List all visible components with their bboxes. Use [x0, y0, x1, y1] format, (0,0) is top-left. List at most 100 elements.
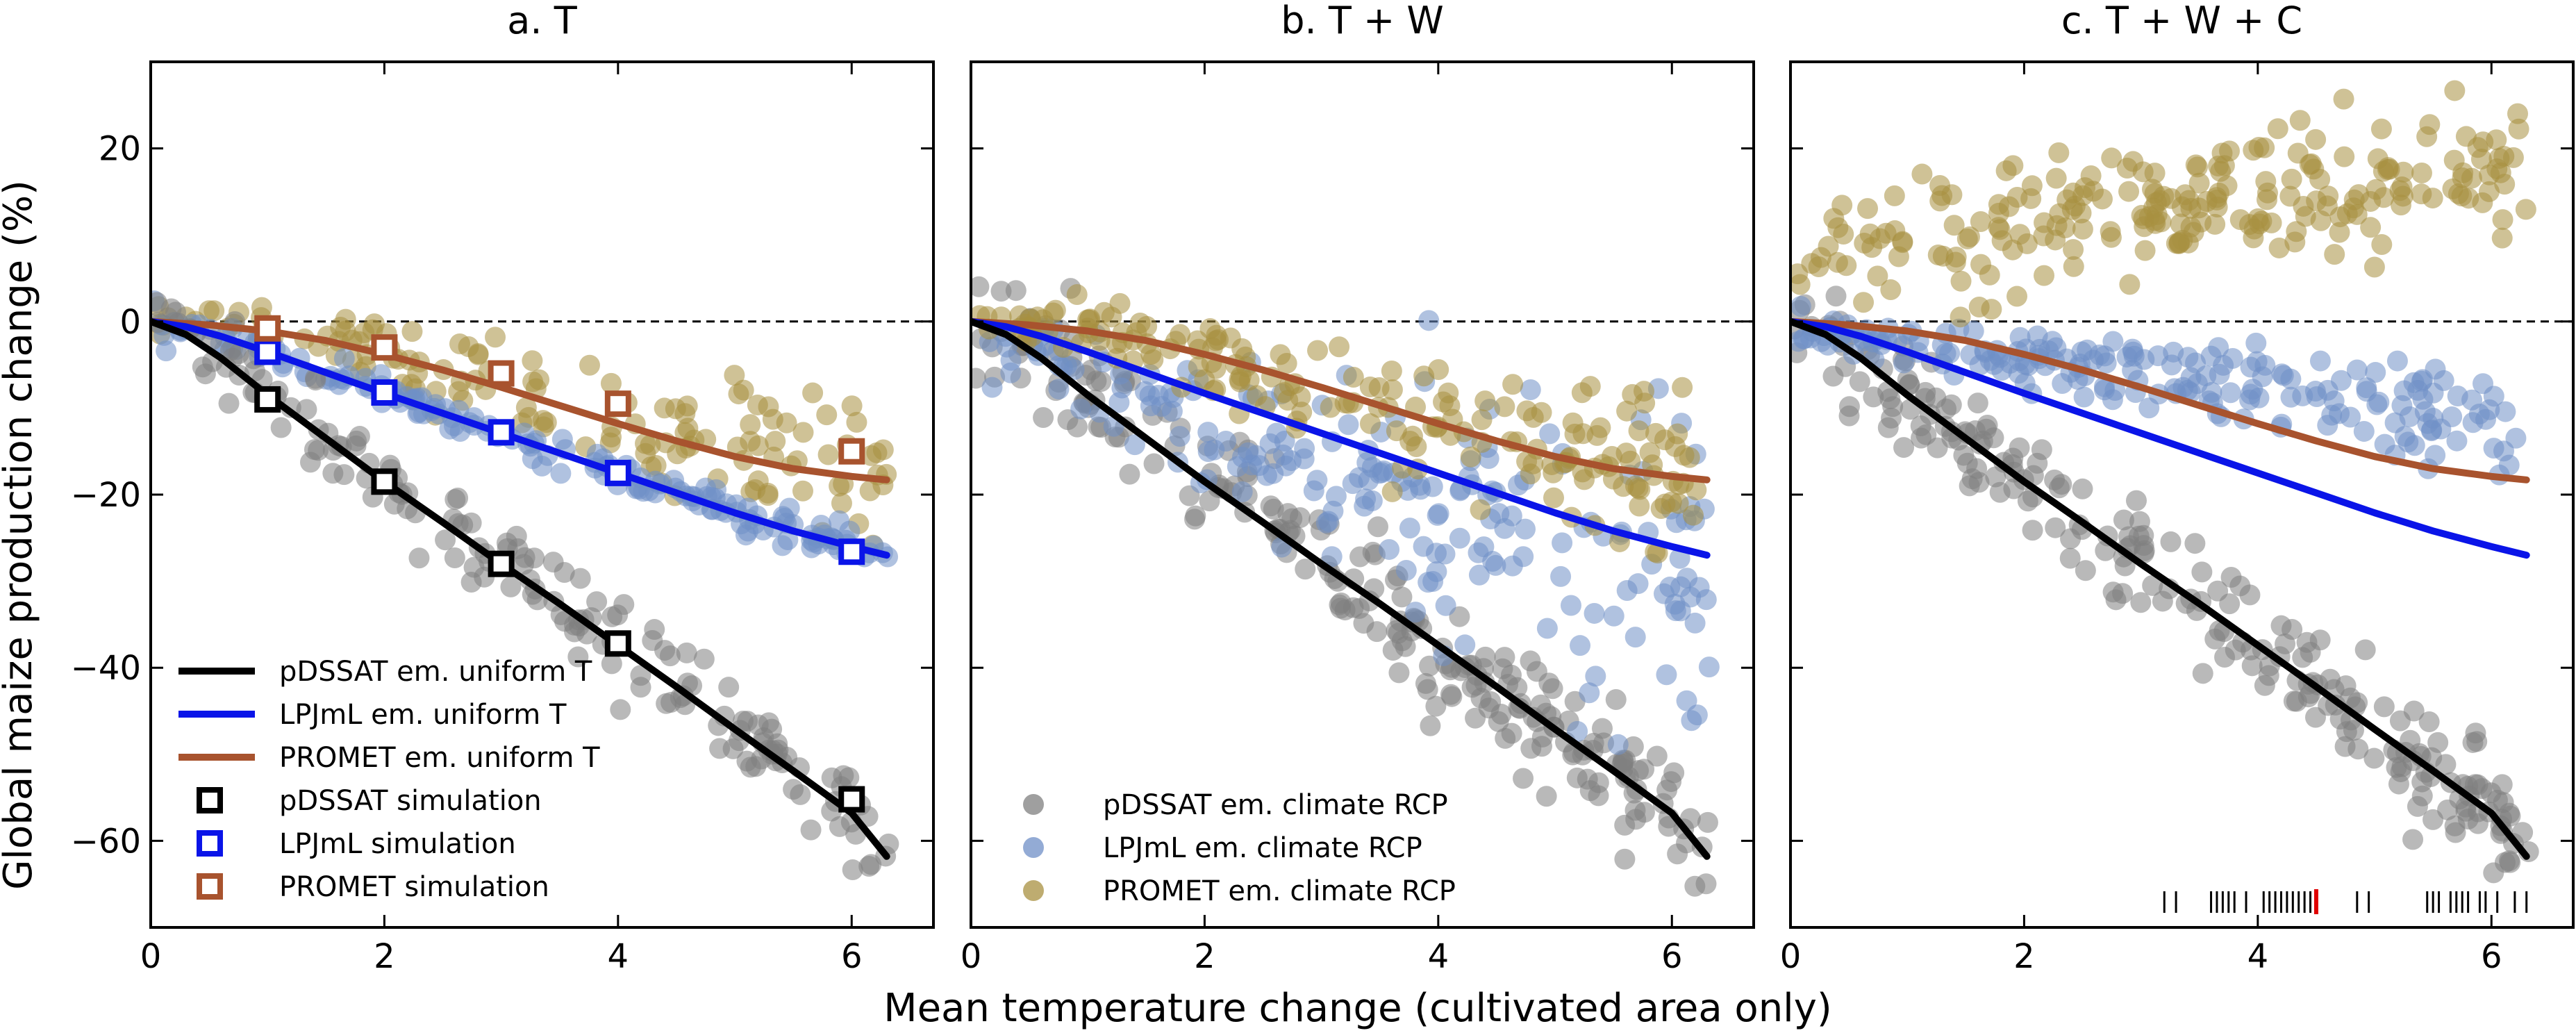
promet-simulation-marker: [838, 438, 865, 465]
promet-em-point: [1590, 417, 1611, 438]
promet-em-point: [2083, 181, 2104, 202]
lpjml-em-point: [1567, 720, 1588, 742]
promet-em-point: [1634, 392, 1656, 414]
promet-em-point: [2360, 217, 2382, 238]
pdssat-em-point: [1679, 808, 1701, 829]
promet-em-point: [449, 333, 470, 355]
promet-em-point: [2363, 256, 2385, 278]
legend-label: PROMET em. uniform T: [279, 742, 600, 774]
lpjml-em-point: [1520, 379, 1541, 400]
lpjml-em-point: [1272, 444, 1294, 465]
lpjml-em-point: [829, 510, 850, 531]
pdssat-em-point: [1090, 371, 1112, 392]
promet-em-point: [2470, 148, 2492, 170]
promet-em-point: [1945, 251, 1966, 273]
promet-em-point: [1801, 253, 1822, 274]
pdssat-em-point: [2300, 641, 2321, 663]
scatter-panel-3: [1790, 80, 2573, 884]
pdssat-em-point: [1684, 875, 1706, 897]
pdssat-em-point: [2009, 437, 2030, 458]
pdssat-em-point: [1646, 745, 1668, 767]
lpjml-em-point: [1670, 600, 1691, 622]
y-tick-label: −20: [71, 476, 141, 515]
pdssat-em-point: [610, 699, 631, 720]
promet-em-point: [601, 427, 622, 448]
pdssat-simulation-marker: [604, 630, 631, 657]
pdssat-em-point: [2184, 533, 2206, 554]
promet-em-point: [2063, 256, 2084, 277]
lpjml-em-point: [779, 497, 800, 519]
promet-em-point: [518, 406, 540, 428]
x-tick-label: 0: [1780, 937, 1802, 976]
pdssat-em-point: [601, 606, 623, 627]
lpjml-em-point: [2411, 370, 2432, 392]
pdssat-em-point: [1566, 767, 1588, 788]
lpjml-em-point: [2365, 362, 2386, 383]
promet-em-point: [364, 313, 385, 335]
panel-title: c. T + W + C: [2061, 0, 2302, 42]
pdssat-em-point: [1877, 417, 1899, 438]
lpjml-em-point: [2309, 350, 2331, 372]
promet-em-point: [2348, 184, 2370, 206]
promet-em-point: [1406, 436, 1427, 458]
promet-em-point: [1601, 445, 1622, 467]
promet-em-point: [1970, 254, 1992, 275]
promet-em-point: [1571, 382, 1593, 404]
lpjml-em-point: [2245, 332, 2267, 354]
promet-em-point: [2204, 213, 2226, 235]
promet-em-point: [2371, 233, 2393, 255]
pdssat-em-point: [304, 439, 325, 461]
pdssat-em-point: [2059, 547, 2081, 569]
promet-em-point: [747, 394, 768, 415]
lpjml-em-point: [1405, 602, 1427, 623]
pdssat-em-point: [1897, 369, 1918, 390]
pdssat-em-point: [971, 276, 990, 297]
lpjml-em-point: [1306, 470, 1328, 491]
x-tick-label: 2: [1194, 937, 1215, 976]
promet-em-point: [1381, 360, 1402, 381]
lpjml-em-point: [2346, 359, 2368, 381]
pdssat-em-point: [842, 859, 863, 881]
lpjml-em-curve: [1790, 317, 2530, 559]
lpjml-em-point: [1427, 504, 1448, 526]
lpjml-em-point: [1515, 518, 1536, 540]
promet-em-point: [1381, 379, 1403, 401]
lpjml-em-point: [2483, 386, 2504, 407]
lpjml-em-point: [1231, 481, 1253, 502]
promet-em-point: [2213, 155, 2235, 176]
pdssat-em-point: [800, 819, 822, 841]
scatter-layer: [151, 80, 2573, 897]
promet-em-point: [2268, 237, 2290, 258]
promet-em-point: [1564, 423, 1586, 445]
promet-em-point: [1988, 194, 2009, 215]
promet-em-point: [2492, 209, 2513, 231]
legend-square-swatch: [197, 787, 223, 813]
y-axis-label: Global maize production change (%): [0, 180, 41, 890]
lpjml-em-point: [735, 524, 756, 546]
lpjml-em-point: [1048, 379, 1070, 400]
lpjml-em-point: [1315, 512, 1337, 534]
pdssat-em-point: [2118, 526, 2140, 547]
lpjml-em-point: [2386, 350, 2408, 372]
lpjml-em-point: [1513, 546, 1534, 568]
promet-em-point: [2063, 239, 2084, 261]
pdssat-em-point: [1391, 586, 1413, 608]
legend-label: LPJmL em. uniform T: [279, 699, 567, 731]
pdssat-em-point: [322, 463, 344, 484]
promet-em-point: [1884, 220, 1906, 242]
promet-em-point: [1205, 358, 1227, 379]
pdssat-em-point: [1185, 505, 1206, 527]
promet-em-point: [2063, 182, 2084, 204]
lpjml-simulation-marker: [488, 419, 515, 446]
pdssat-em-point: [1614, 814, 1636, 836]
lpjml-em-point: [2495, 401, 2516, 422]
pdssat-em-point: [2133, 535, 2154, 556]
lpjml-em-point: [2468, 404, 2490, 425]
pdssat-em-point: [718, 677, 740, 698]
promet-simulation-marker: [371, 334, 398, 361]
pdssat-em-point: [1910, 415, 1931, 437]
promet-em-point: [600, 372, 622, 394]
lpjml-em-point: [2161, 354, 2182, 376]
pdssat-em-point: [570, 568, 591, 589]
